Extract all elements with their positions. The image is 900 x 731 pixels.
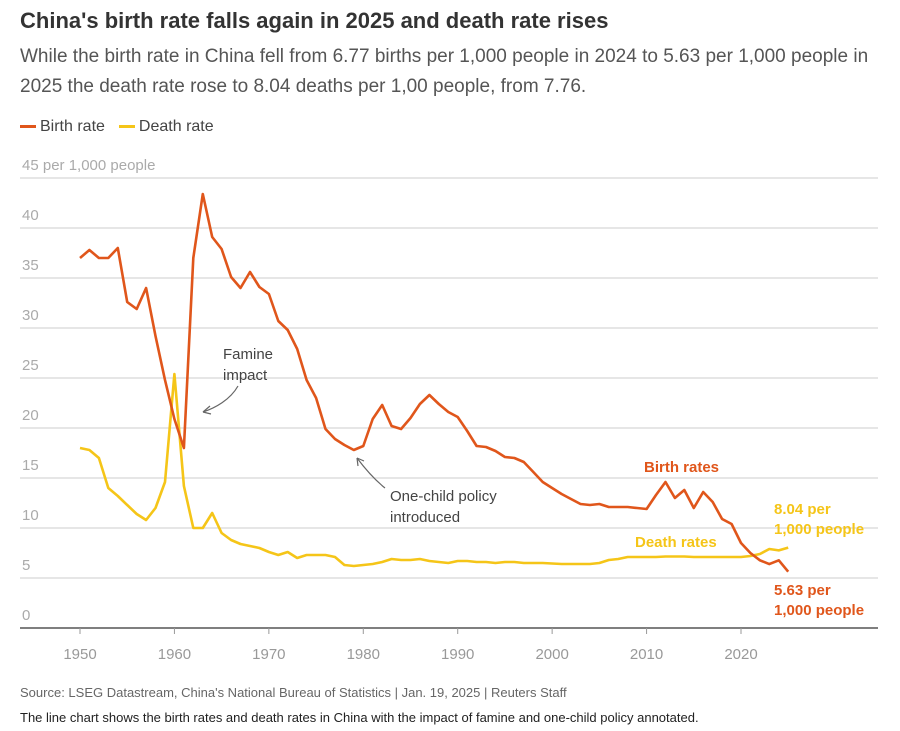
legend-label: Birth rate <box>40 118 105 135</box>
y-tick-label: 30 <box>22 307 39 324</box>
death-end-label-2: 1,000 people <box>774 521 864 538</box>
x-tick-label: 1950 <box>63 646 96 663</box>
y-tick-label: 0 <box>22 607 30 624</box>
x-tick-label: 1970 <box>252 646 285 663</box>
death-rates-label: Death rates <box>635 534 717 551</box>
x-tick-label: 2010 <box>630 646 663 663</box>
y-tick-label: 35 <box>22 257 39 274</box>
death-end-label-1: 8.04 per <box>774 501 831 518</box>
x-tick-label: 2020 <box>724 646 757 663</box>
chart-title: China's birth rate falls again in 2025 a… <box>20 8 609 33</box>
legend-swatch-birth <box>20 125 36 129</box>
legend-label: Death rate <box>138 118 214 135</box>
annotation-famine-2: impact <box>223 367 268 384</box>
y-tick-label: 45 per 1,000 people <box>22 157 155 174</box>
x-tick-label: 1990 <box>441 646 474 663</box>
x-tick-label: 1980 <box>347 646 380 663</box>
legend: Birth rate Death rate <box>20 118 214 136</box>
chart-description: The line chart shows the birth rates and… <box>20 710 699 725</box>
arrowhead-icon <box>356 457 365 467</box>
y-tick-label: 40 <box>22 207 39 224</box>
annotation-famine-1: Famine <box>223 346 273 363</box>
y-tick-label: 15 <box>22 457 39 474</box>
one-child-arrow <box>356 457 386 489</box>
x-tick-label: 2000 <box>535 646 568 663</box>
arrowhead-icon <box>202 405 212 415</box>
birth-rates-label: Birth rates <box>644 459 719 476</box>
birth-end-label-1: 5.63 per <box>774 582 831 599</box>
famine-arrow <box>202 385 239 413</box>
y-tick-label: 10 <box>22 507 39 524</box>
legend-swatch-death <box>118 125 135 129</box>
y-tick-label: 5 <box>22 557 30 574</box>
y-tick-label: 25 <box>22 357 39 374</box>
series-line-death-rate <box>79 372 789 568</box>
chart-subtitle: While the birth rate in China fell from … <box>20 46 869 97</box>
series-line-birth-rate <box>79 192 790 573</box>
annotation-one-child-2: introduced <box>390 509 460 526</box>
legend-item-birth: Birth rate <box>20 118 105 136</box>
annotation-one-child-1: One-child policy <box>390 488 497 505</box>
birth-end-label-2: 1,000 people <box>774 602 864 619</box>
legend-item-death: Death rate <box>118 118 214 136</box>
source-note: Source: LSEG Datastream, China's Nationa… <box>20 685 567 700</box>
y-tick-label: 20 <box>22 407 39 424</box>
x-tick-label: 1960 <box>158 646 191 663</box>
